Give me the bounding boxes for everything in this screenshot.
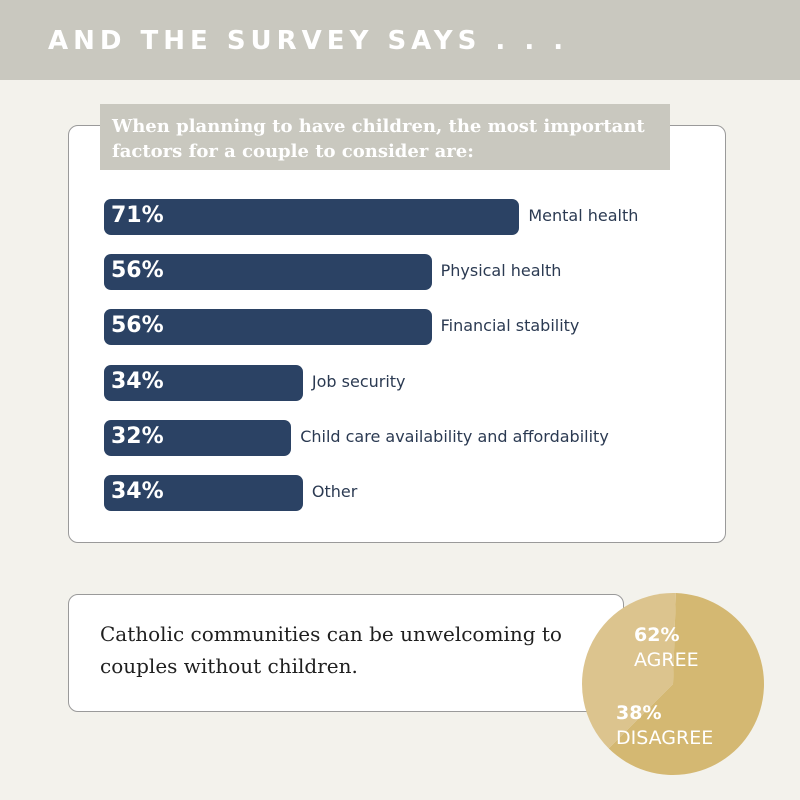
disagree-label: DISAGREE xyxy=(616,727,714,749)
agree-value-label: 62% xyxy=(634,624,680,646)
bar: 34% xyxy=(104,364,303,401)
bar-category-label: Child care availability and affordabilit… xyxy=(300,426,609,446)
bar: 56% xyxy=(104,309,432,346)
bar: 34% xyxy=(104,475,303,511)
bar-category-label: Job security xyxy=(311,371,406,391)
header-banner: AND THE SURVEY SAYS . . . xyxy=(0,0,800,80)
question-heading: When planning to have children, the most… xyxy=(100,104,670,170)
bar-category-label: Other xyxy=(311,482,358,501)
agree-label: AGREE xyxy=(634,649,699,671)
statement-text: Catholic communities can be unwelcoming … xyxy=(100,622,562,678)
bar-value-label: 34% xyxy=(111,368,164,394)
disagree-slice xyxy=(582,593,676,749)
bar-category-label: Mental health xyxy=(528,206,639,225)
bar: 56% xyxy=(104,254,432,291)
bar-value-label: 71% xyxy=(111,203,164,228)
bar-value-label: 32% xyxy=(111,423,164,449)
bar: 71% xyxy=(104,199,520,235)
bar-value-label: 56% xyxy=(111,313,164,339)
bar-value-label: 34% xyxy=(111,479,164,504)
bar: 32% xyxy=(104,419,292,456)
disagree-value-label: 38% xyxy=(616,702,662,724)
bar-category-label: Physical health xyxy=(440,261,562,281)
bar-category-label: Financial stability xyxy=(440,316,580,336)
bar-value-label: 56% xyxy=(111,258,164,284)
agree-slice xyxy=(608,593,764,775)
statement-card xyxy=(68,594,624,712)
agree-disagree-pie-chart xyxy=(582,593,764,775)
page-title: AND THE SURVEY SAYS . . . xyxy=(48,26,569,56)
